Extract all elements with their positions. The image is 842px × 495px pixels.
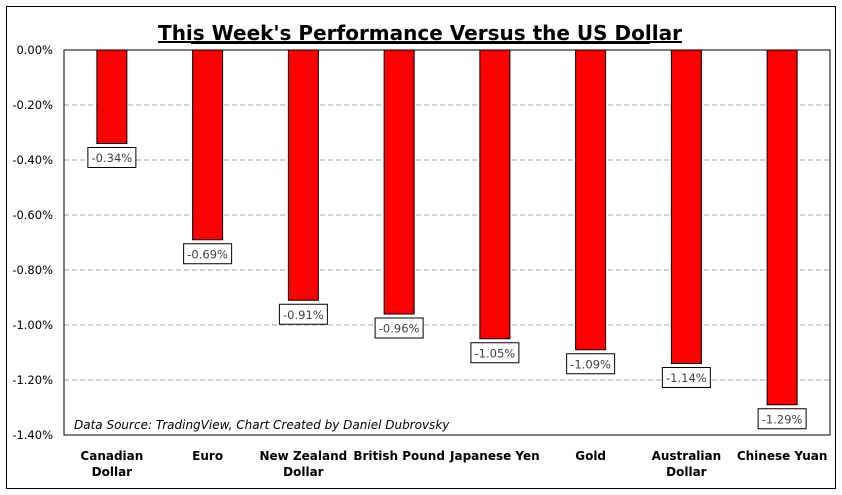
y-tick-label: -0.80% [12, 263, 53, 277]
x-tick-label: British Pound [353, 449, 445, 463]
source-annotation: Data Source: TradingView, Chart Created … [74, 418, 450, 432]
bar [383, 49, 415, 315]
data-label-box [278, 303, 328, 325]
data-label-box [757, 408, 807, 430]
x-tick-label: Japanese Yen [449, 449, 540, 463]
x-tick-label: Dollar [92, 465, 133, 479]
x-tick-label: New Zealand [260, 449, 348, 463]
y-tick-label: -1.40% [12, 428, 53, 442]
data-label: -0.96% [379, 322, 420, 336]
data-label: -1.14% [666, 371, 707, 385]
x-tick-label: Gold [575, 449, 606, 463]
data-label: -0.34% [92, 151, 133, 165]
data-label: -1.29% [762, 412, 803, 426]
y-tick-label: -1.20% [12, 373, 53, 387]
y-tick-label: -0.60% [12, 208, 53, 222]
plot-area [63, 49, 831, 436]
x-tick-label: Australian [652, 449, 722, 463]
data-label-box [661, 367, 711, 388]
data-label: -0.91% [283, 308, 324, 322]
data-label: -0.69% [187, 247, 228, 261]
x-tick-label: Dollar [283, 465, 324, 479]
y-tick-label: -0.40% [12, 153, 53, 167]
bar [575, 49, 607, 351]
data-label-box [566, 353, 616, 375]
bar [670, 49, 702, 364]
x-tick-label: Euro [192, 449, 223, 463]
bar [287, 49, 319, 301]
data-label: -1.05% [475, 346, 516, 360]
data-label-box [87, 147, 137, 168]
bar [192, 49, 224, 241]
x-tick-label: Canadian [80, 449, 143, 463]
data-label-box [183, 243, 233, 265]
y-tick-label: -1.00% [12, 318, 53, 332]
bar [766, 49, 798, 406]
data-label: -1.09% [570, 357, 611, 371]
bar [96, 49, 128, 144]
data-label-box [374, 317, 424, 339]
x-tick-label: Chinese Yuan [737, 449, 828, 463]
data-label-box [470, 342, 520, 364]
bar [479, 49, 511, 340]
y-tick-label: 0.00% [16, 43, 53, 57]
x-tick-label: Dollar [666, 465, 707, 479]
chart-frame [6, 6, 836, 489]
chart-title: This Week's Performance Versus the US Do… [158, 21, 682, 45]
y-tick-label: -0.20% [12, 98, 53, 112]
